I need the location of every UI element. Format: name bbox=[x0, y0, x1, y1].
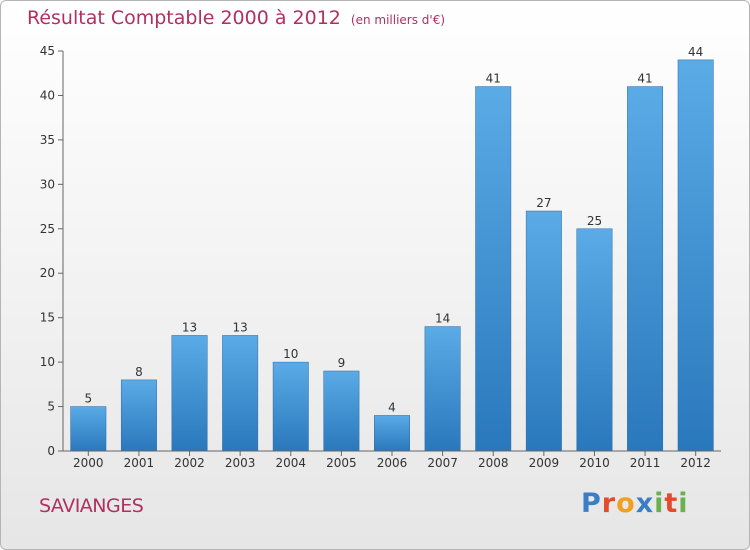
y-tick-label: 40 bbox=[40, 88, 55, 102]
value-label-2002: 13 bbox=[182, 320, 197, 334]
bar-2003 bbox=[222, 335, 259, 452]
value-label-2001: 8 bbox=[135, 365, 143, 379]
x-tick-label-2008: 2008 bbox=[478, 456, 509, 470]
logo-letter: P bbox=[581, 488, 602, 519]
y-tick-label: 45 bbox=[40, 44, 55, 58]
bar-2010 bbox=[576, 228, 613, 452]
bar-2004 bbox=[272, 361, 309, 452]
chart-title: Résultat Comptable 2000 à 2012 (en millie… bbox=[27, 7, 445, 29]
proxiti-logo[interactable]: Proxiti bbox=[581, 488, 689, 519]
chart-subtitle: (en milliers d'€) bbox=[350, 13, 446, 27]
bar-2002 bbox=[171, 335, 208, 452]
x-tick-label-2003: 2003 bbox=[225, 456, 256, 470]
bar-2011 bbox=[627, 86, 664, 452]
bars-group: 5 8 13 13 10 9 4 14 41 27 25 41 44 bbox=[70, 45, 714, 452]
logo-letter: x bbox=[635, 488, 655, 519]
y-tick-label: 30 bbox=[40, 177, 55, 191]
value-label-2006: 4 bbox=[388, 400, 396, 414]
y-tick-label: 20 bbox=[40, 266, 55, 280]
bar-2005 bbox=[323, 370, 360, 452]
x-tick-label-2001: 2001 bbox=[124, 456, 155, 470]
y-tick-label: 25 bbox=[40, 222, 55, 236]
x-tick-label-2010: 2010 bbox=[579, 456, 610, 470]
y-tick-label: 15 bbox=[40, 311, 55, 325]
logo-letter: t bbox=[664, 488, 679, 519]
logo-letter: i bbox=[654, 488, 665, 519]
x-tick-label-2011: 2011 bbox=[630, 456, 661, 470]
y-tick-label: 35 bbox=[40, 133, 55, 147]
y-tick-label: 0 bbox=[47, 444, 55, 458]
x-tick-label-2009: 2009 bbox=[529, 456, 560, 470]
x-tick-label-2002: 2002 bbox=[174, 456, 205, 470]
value-label-2004: 10 bbox=[283, 347, 298, 361]
logo-letter: i bbox=[678, 488, 689, 519]
bar-2007 bbox=[424, 326, 461, 452]
x-tick-label-2004: 2004 bbox=[275, 456, 306, 470]
value-label-2000: 5 bbox=[84, 392, 92, 406]
bar-2001 bbox=[120, 379, 157, 452]
y-tick-label: 10 bbox=[40, 355, 55, 369]
x-tick-label-2000: 2000 bbox=[73, 456, 104, 470]
logo-letter: o bbox=[616, 488, 636, 519]
bar-2006 bbox=[374, 415, 410, 452]
value-label-2003: 13 bbox=[233, 320, 248, 334]
value-label-2007: 14 bbox=[435, 312, 450, 326]
bar-2009 bbox=[525, 210, 562, 452]
chart-title-text: Résultat Comptable 2000 à 2012 bbox=[27, 7, 341, 29]
commune-name: SAVIANGES bbox=[39, 495, 144, 517]
logo-letter: r bbox=[601, 488, 617, 519]
x-tick-label-2006: 2006 bbox=[377, 456, 408, 470]
value-label-2005: 9 bbox=[338, 356, 346, 370]
value-label-2012: 44 bbox=[688, 45, 703, 59]
bar-2008 bbox=[475, 86, 512, 452]
value-label-2009: 27 bbox=[536, 196, 551, 210]
value-label-2011: 41 bbox=[637, 72, 652, 86]
x-tick-label-2005: 2005 bbox=[326, 456, 357, 470]
value-label-2010: 25 bbox=[587, 214, 602, 228]
bar-2000 bbox=[70, 406, 107, 452]
value-label-2008: 41 bbox=[486, 72, 501, 86]
x-tick-label-2007: 2007 bbox=[427, 456, 458, 470]
x-tick-label-2012: 2012 bbox=[680, 456, 711, 470]
y-tick-label: 5 bbox=[47, 400, 55, 414]
bar-2012 bbox=[677, 59, 714, 452]
